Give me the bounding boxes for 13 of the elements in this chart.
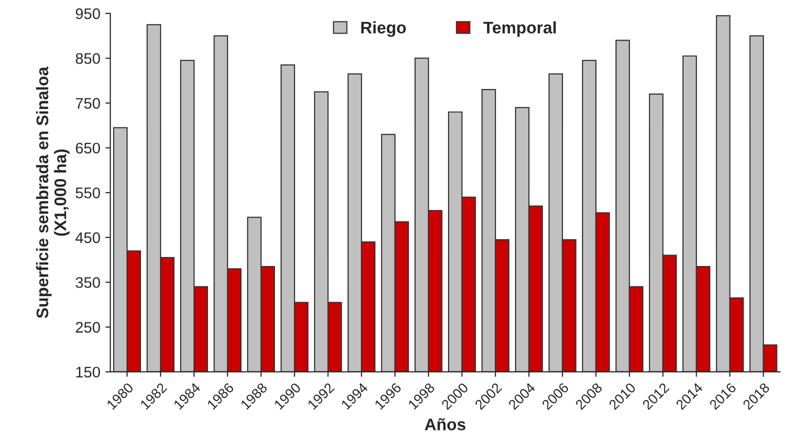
x-axis-title: Años — [424, 418, 466, 430]
legend-label: Riego — [361, 21, 406, 37]
y-tick-label: 250 — [76, 322, 100, 333]
y-tick-label: 450 — [75, 232, 100, 244]
legend-label: Temporal — [483, 21, 556, 37]
y-tick-label: 350 — [76, 277, 100, 288]
y-tick-label: 950 — [76, 8, 100, 20]
y-tick-label: 850 — [76, 53, 100, 64]
y-tick-label: 750 — [76, 98, 100, 109]
y-tick-label: 550 — [76, 188, 100, 198]
y-axis-title: Superficie sembrada en Sinaloa (X1,000 ha) — [36, 66, 70, 318]
y-tick-label: 150 — [76, 366, 100, 378]
y-tick-label: 650 — [76, 142, 100, 154]
